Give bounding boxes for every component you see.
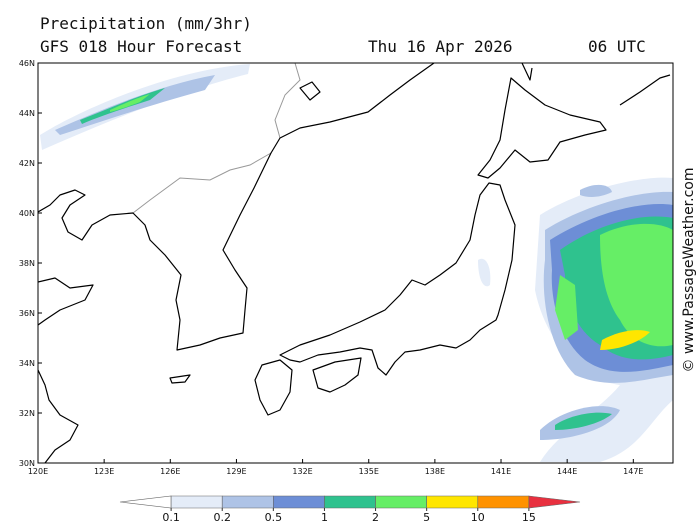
colorbar-segment bbox=[528, 495, 581, 509]
lat-label: 46N bbox=[19, 59, 35, 68]
model: GFS 018 Hour Forecast bbox=[40, 37, 242, 56]
lon-label: 132E bbox=[292, 467, 312, 476]
colorbar-label: 2 bbox=[372, 511, 379, 524]
lat-label: 40N bbox=[19, 209, 35, 218]
borders bbox=[132, 63, 301, 214]
lon-label: 135E bbox=[359, 467, 379, 476]
colorbar-label: 0.1 bbox=[162, 511, 180, 524]
lat-label: 34N bbox=[19, 359, 35, 368]
colorbar-segment bbox=[426, 495, 479, 509]
credit: © www.PassageWeather.com bbox=[681, 167, 697, 372]
time: 06 UTC bbox=[588, 37, 646, 56]
lon-label: 129E bbox=[226, 467, 246, 476]
lon-label: 147E bbox=[623, 467, 643, 476]
colorbar-label: 0.2 bbox=[213, 511, 231, 524]
lon-label: 120E bbox=[28, 467, 48, 476]
colorbar-segment bbox=[119, 495, 172, 509]
colorbar-segment bbox=[375, 495, 427, 509]
colorbar-segment bbox=[170, 495, 223, 509]
lat-label: 36N bbox=[19, 309, 35, 318]
lat-label: 42N bbox=[19, 159, 35, 168]
colorbar-label: 1 bbox=[321, 511, 328, 524]
lon-label: 144E bbox=[557, 467, 577, 476]
colorbar-segment bbox=[477, 495, 530, 509]
lat-label: 38N bbox=[19, 259, 35, 268]
lon-label: 126E bbox=[160, 467, 180, 476]
colorbar-label: 0.5 bbox=[265, 511, 283, 524]
colorbar-segment bbox=[221, 495, 274, 509]
lat-label: 32N bbox=[19, 409, 35, 418]
lon-label: 123E bbox=[94, 467, 114, 476]
colorbar-label: 5 bbox=[423, 511, 430, 524]
colorbar-label: 15 bbox=[522, 511, 536, 524]
map bbox=[38, 63, 673, 463]
coastlines bbox=[38, 63, 671, 463]
colorbar-segment bbox=[273, 495, 325, 509]
colorbar-label: 10 bbox=[471, 511, 485, 524]
lat-label: 30N bbox=[19, 459, 35, 468]
lon-label: 141E bbox=[491, 467, 511, 476]
lon-label: 138E bbox=[425, 467, 445, 476]
lat-label: 44N bbox=[19, 109, 35, 118]
date: Thu 16 Apr 2026 bbox=[368, 37, 513, 56]
precipitation bbox=[40, 64, 673, 462]
title: Precipitation (mm/3hr) bbox=[40, 14, 252, 33]
colorbar-segment bbox=[324, 495, 376, 509]
